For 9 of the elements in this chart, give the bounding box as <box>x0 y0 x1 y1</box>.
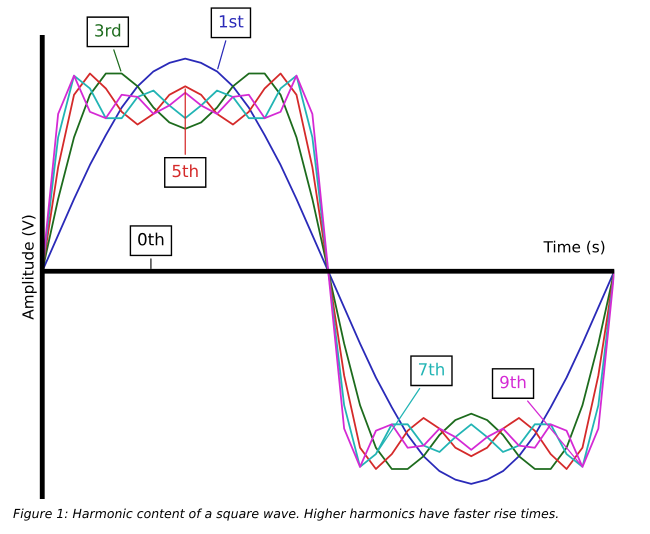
y-axis-title: Amplitude (V) <box>22 216 37 320</box>
caption: Figure 1: Harmonic content of a square wave. Higher harmonics have faster rise times. <box>13 508 558 521</box>
text: 5th <box>172 164 198 178</box>
text: 7th <box>418 362 444 376</box>
ref-line-label: 0th <box>138 232 164 246</box>
text: 9th <box>500 375 526 388</box>
x-axis-title: Time (s) <box>544 240 604 254</box>
text: 1st <box>220 15 244 28</box>
text: 3rd <box>95 24 120 37</box>
